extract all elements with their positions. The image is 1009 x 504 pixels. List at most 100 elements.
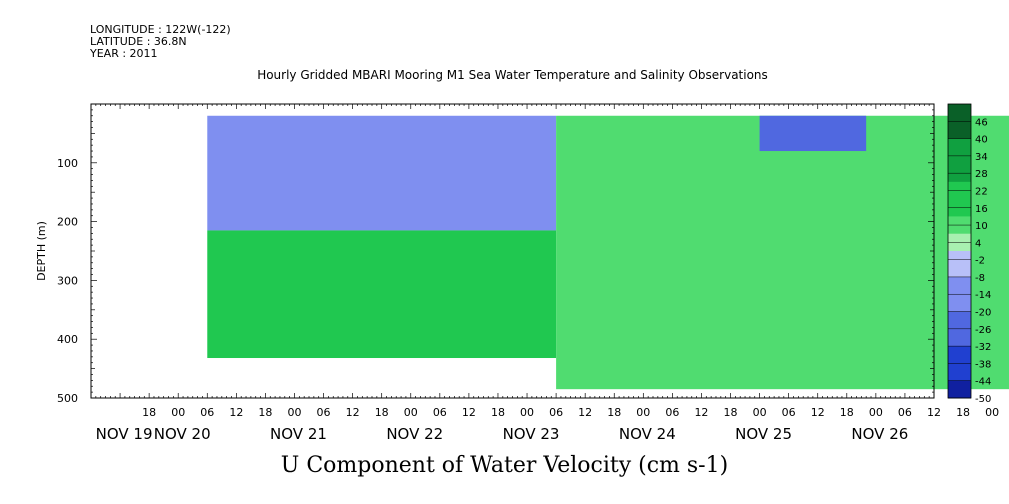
- colorbar-swatch: [948, 216, 971, 226]
- colorbar-swatch: [948, 147, 971, 157]
- colorbar-label: 28: [975, 169, 988, 180]
- colorbar-label: 40: [975, 135, 988, 146]
- colorbar-swatch: [948, 173, 971, 183]
- x-tick-label: 12: [694, 406, 708, 419]
- x-tick-label: 06: [200, 406, 214, 419]
- colorbar-label: -14: [975, 290, 991, 301]
- colorbar-swatch: [948, 276, 971, 287]
- colorbar-label: 4: [975, 238, 981, 249]
- colorbar-swatch: [948, 181, 971, 191]
- colorbar-swatch: [948, 138, 971, 148]
- x-tick-label: 06: [665, 406, 679, 419]
- x-day-label: NOV 19: [96, 425, 153, 443]
- colorbar-label: -38: [975, 359, 991, 370]
- colorbar-swatch: [948, 190, 971, 200]
- x-tick-label: 00: [520, 406, 534, 419]
- longitude-text: LONGITUDE : 122W(-122): [90, 23, 231, 36]
- y-tick-label: 300: [57, 274, 78, 287]
- year-text: YEAR : 2011: [90, 47, 158, 60]
- colorbar-swatch: [948, 389, 971, 399]
- colorbar-swatch: [948, 207, 971, 217]
- colorbar-label: -50: [975, 394, 991, 405]
- colorbar-swatch: [948, 311, 971, 321]
- x-tick-label: 18: [258, 406, 272, 419]
- x-tick-label: 06: [317, 406, 331, 419]
- colorbar-swatch: [948, 320, 971, 330]
- x-tick-label: 18: [840, 406, 854, 419]
- colorbar-swatch: [948, 129, 971, 140]
- chart-caption: U Component of Water Velocity (cm s-1): [280, 453, 729, 478]
- x-tick-label: 18: [956, 406, 970, 419]
- colorbar-swatch: [948, 225, 971, 235]
- heatmap-region: [207, 115, 557, 231]
- y-tick-label: 100: [57, 157, 78, 170]
- colorbar-swatch: [948, 233, 971, 243]
- x-tick-label: 12: [811, 406, 825, 419]
- x-tick-label: 00: [985, 406, 999, 419]
- colorbar-label: 10: [975, 221, 988, 232]
- x-day-label: NOV 22: [386, 425, 443, 443]
- colorbar-swatch: [948, 354, 971, 364]
- colorbar-label: 22: [975, 186, 988, 197]
- colorbar-swatch: [948, 285, 971, 295]
- x-tick-label: 12: [927, 406, 941, 419]
- heatmap-region: [556, 115, 1009, 390]
- x-tick-label: 00: [636, 406, 650, 419]
- colorbar-swatch: [948, 259, 971, 269]
- colorbar-swatch: [948, 199, 971, 209]
- colorbar-swatch: [948, 164, 971, 174]
- colorbar-swatch: [948, 302, 971, 313]
- chart-title: Hourly Gridded MBARI Mooring M1 Sea Wate…: [257, 68, 768, 82]
- x-tick-label: 06: [433, 406, 447, 419]
- heatmap-region: [759, 115, 867, 152]
- colorbar-label: -44: [975, 377, 991, 388]
- x-axis: 18 00 06 12 18 00 06 12 18 00 06 12 18 00 06 12 18 00 06 12…: [90, 104, 999, 443]
- colorbar-swatch: [948, 328, 971, 338]
- heatmap-region: [207, 230, 557, 359]
- x-tick-label: 06: [898, 406, 912, 419]
- x-tick-label: 12: [229, 406, 243, 419]
- heatmap-regions: [207, 115, 1009, 390]
- x-day-label: NOV 26: [851, 425, 908, 443]
- colorbar-swatch: [948, 242, 971, 252]
- x-tick-label: 06: [549, 406, 563, 419]
- colorbar-swatch: [948, 380, 971, 390]
- colorbar-swatch: [948, 346, 971, 356]
- y-tick-label: 400: [57, 333, 78, 346]
- colorbar-swatch: [948, 251, 971, 261]
- x-tick-label: 00: [171, 406, 185, 419]
- colorbar-swatch: [948, 337, 971, 347]
- colorbar-label: -2: [975, 256, 985, 267]
- x-day-label: NOV 24: [619, 425, 676, 443]
- x-tick-label: 12: [346, 406, 360, 419]
- x-tick-label: 18: [375, 406, 389, 419]
- metadata-block: LONGITUDE : 122W(-122) LATITUDE : 36.8N …: [90, 24, 231, 60]
- x-day-label: NOV 25: [735, 425, 792, 443]
- colorbar-swatch: [948, 112, 971, 122]
- colorbar-swatch: [948, 372, 971, 382]
- colorbar-swatch: [948, 268, 971, 278]
- colorbar-label: 16: [975, 204, 988, 215]
- colorbar-label: -20: [975, 308, 991, 319]
- colorbar-label: -8: [975, 273, 985, 284]
- x-day-label: NOV 21: [270, 425, 327, 443]
- x-tick-label: 00: [753, 406, 767, 419]
- x-tick-label: 18: [142, 406, 156, 419]
- colorbar-swatch: [948, 121, 971, 131]
- colorbar-label: -26: [975, 325, 991, 336]
- x-day-label: NOV 20: [154, 425, 211, 443]
- colorbar: 46 40 34 28 22 16 10 4 -2 -8 -14 -20 -26 -32 -38 -44 -50: [947, 103, 991, 405]
- x-tick-label: 06: [782, 406, 796, 419]
- x-tick-label: 12: [462, 406, 476, 419]
- x-day-label: NOV 23: [503, 425, 560, 443]
- y-axis-label: DEPTH (m): [35, 221, 48, 281]
- x-tick-label: 00: [287, 406, 301, 419]
- colorbar-swatch: [948, 363, 971, 373]
- colorbar-swatch: [948, 155, 971, 166]
- x-tick-label: 18: [607, 406, 621, 419]
- x-tick-label: 12: [578, 406, 592, 419]
- y-tick-label: 500: [57, 392, 78, 405]
- y-tick-label: 200: [57, 216, 78, 229]
- x-tick-label: 18: [724, 406, 738, 419]
